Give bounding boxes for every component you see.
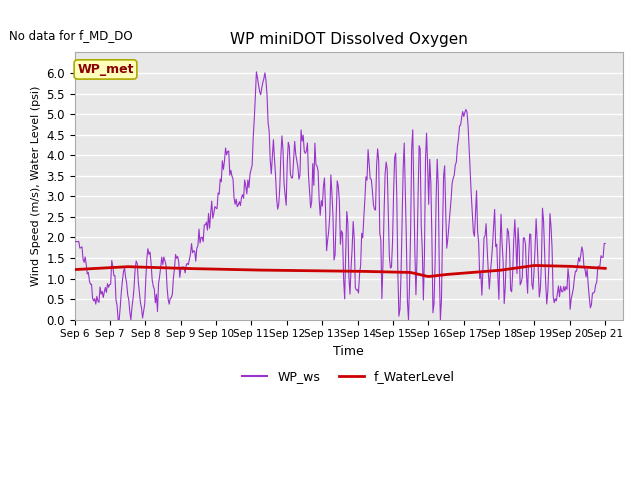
X-axis label: Time: Time — [333, 345, 364, 358]
Text: No data for f_MD_DO: No data for f_MD_DO — [9, 29, 132, 42]
Title: WP miniDOT Dissolved Oxygen: WP miniDOT Dissolved Oxygen — [230, 32, 468, 47]
Text: WP_met: WP_met — [77, 63, 134, 76]
Y-axis label: Wind Speed (m/s), Water Level (psi): Wind Speed (m/s), Water Level (psi) — [31, 86, 40, 286]
Legend: WP_ws, f_WaterLevel: WP_ws, f_WaterLevel — [237, 365, 460, 388]
